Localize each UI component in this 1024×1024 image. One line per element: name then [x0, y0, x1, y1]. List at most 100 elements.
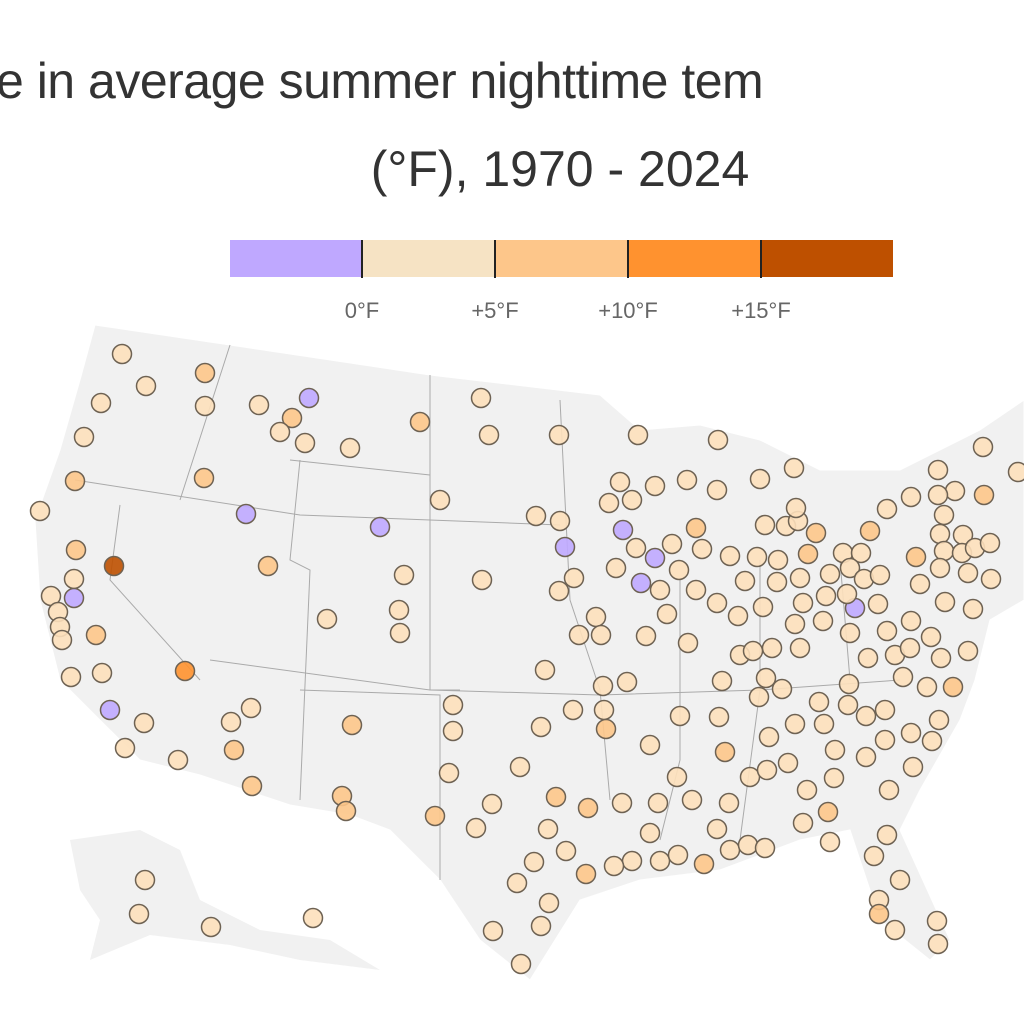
station-dot — [874, 729, 896, 751]
station-dot — [220, 711, 242, 733]
station-dot — [111, 343, 133, 365]
station-dot — [796, 779, 818, 801]
station-dot — [706, 818, 728, 840]
station-dot — [815, 585, 837, 607]
station-dot — [577, 797, 599, 819]
station-dot — [878, 779, 900, 801]
station-dot — [752, 596, 774, 618]
station-dot — [876, 498, 898, 520]
station-dot — [194, 362, 216, 384]
station-dot — [727, 605, 749, 627]
station-dot — [534, 659, 556, 681]
station-dot — [635, 625, 657, 647]
station-dot — [482, 920, 504, 942]
station-dot — [639, 822, 661, 844]
station-dot — [592, 675, 614, 697]
station-dot — [719, 839, 741, 861]
station-dot — [933, 504, 955, 526]
station-dot — [900, 486, 922, 508]
station-dot — [269, 421, 291, 443]
station-dot — [929, 523, 951, 545]
station-dot — [930, 647, 952, 669]
station-dot — [506, 872, 528, 894]
station-dot — [174, 660, 196, 682]
legend-bin-0-5 — [362, 240, 496, 277]
station-dot — [339, 437, 361, 459]
station-dot — [603, 855, 625, 877]
station-dot — [625, 537, 647, 559]
station-dot — [691, 538, 713, 560]
station-dot — [868, 903, 890, 925]
station-dot — [530, 915, 552, 937]
station-dot — [754, 837, 776, 859]
station-dot — [128, 903, 150, 925]
station-dot — [900, 722, 922, 744]
station-dot — [876, 824, 898, 846]
station-dot — [980, 568, 1002, 590]
station-dot — [585, 606, 607, 628]
station-dot — [812, 610, 834, 632]
station-dot — [676, 469, 698, 491]
station-dot — [114, 737, 136, 759]
station-dots — [29, 343, 1024, 975]
station-dot — [341, 714, 363, 736]
station-dot — [545, 786, 567, 808]
station-dot — [685, 579, 707, 601]
station-dot — [706, 479, 728, 501]
station-dot — [884, 919, 906, 941]
station-dot — [783, 457, 805, 479]
station-dot — [64, 470, 86, 492]
station-dot — [767, 549, 789, 571]
station-dot — [838, 673, 860, 695]
station-dot — [926, 910, 948, 932]
station-dot — [91, 662, 113, 684]
chart-title-line2: (°F), 1970 - 2024 — [370, 141, 750, 197]
station-dot — [819, 831, 841, 853]
station-dot — [669, 705, 691, 727]
station-dot — [388, 599, 410, 621]
station-dot — [51, 629, 73, 651]
station-dot — [103, 555, 125, 577]
station-dot — [789, 637, 811, 659]
station-dot — [644, 475, 666, 497]
station-dot — [927, 484, 949, 506]
station-dot — [590, 624, 612, 646]
station-dot — [248, 394, 270, 416]
station-dot — [819, 563, 841, 585]
station-dot — [167, 749, 189, 771]
color-legend — [230, 240, 893, 277]
station-dot — [630, 572, 652, 594]
station-dot — [957, 562, 979, 584]
station-dot — [874, 699, 896, 721]
station-dot — [944, 480, 966, 502]
station-dot — [627, 424, 649, 446]
station-dot — [905, 546, 927, 568]
station-dot — [549, 510, 571, 532]
legend-tick — [494, 240, 496, 278]
station-dot — [611, 792, 633, 814]
station-dot — [668, 559, 690, 581]
station-dot — [805, 522, 827, 544]
station-dot — [510, 953, 532, 975]
station-dot — [523, 851, 545, 873]
station-dot — [424, 805, 446, 827]
station-dot — [200, 916, 222, 938]
station-dot — [934, 591, 956, 613]
station-dot — [777, 752, 799, 774]
station-dot — [839, 557, 861, 579]
station-dot — [784, 713, 806, 735]
station-dot — [612, 519, 634, 541]
legend-bin-below-0 — [230, 240, 363, 277]
station-dot — [393, 564, 415, 586]
station-dot — [766, 571, 788, 593]
station-dot — [90, 392, 112, 414]
station-dot — [369, 516, 391, 538]
station-dot — [928, 709, 950, 731]
station-dot — [442, 694, 464, 716]
station-dot — [409, 411, 431, 433]
station-dot — [656, 603, 678, 625]
station-dot — [134, 869, 156, 891]
station-dot — [685, 517, 707, 539]
station-dot — [429, 489, 451, 511]
